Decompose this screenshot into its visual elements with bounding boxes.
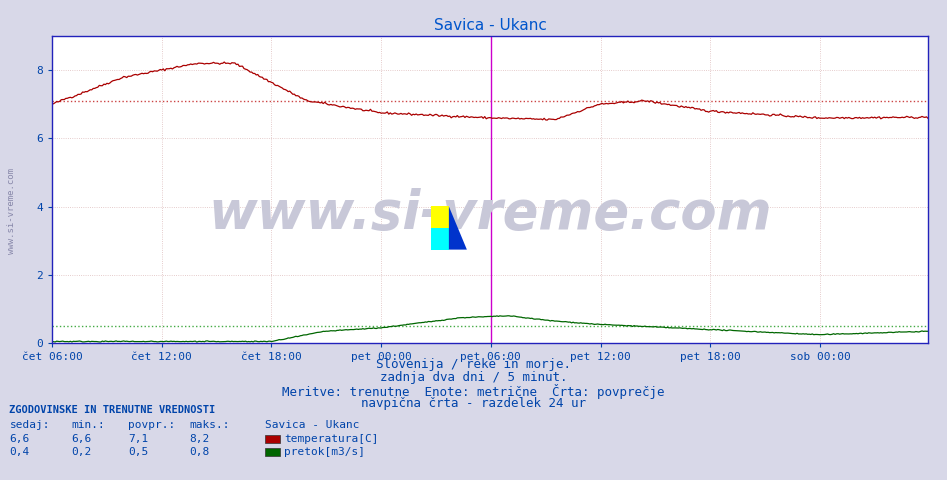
Text: zadnja dva dni / 5 minut.: zadnja dva dni / 5 minut. — [380, 371, 567, 384]
Text: maks.:: maks.: — [189, 420, 230, 430]
Bar — [431, 228, 449, 250]
Text: povpr.:: povpr.: — [128, 420, 175, 430]
Polygon shape — [449, 206, 467, 250]
Text: 7,1: 7,1 — [128, 433, 148, 444]
Text: www.si-vreme.com: www.si-vreme.com — [7, 168, 16, 254]
Title: Savica - Ukanc: Savica - Ukanc — [434, 18, 546, 34]
Text: 6,6: 6,6 — [71, 433, 91, 444]
Text: 0,4: 0,4 — [9, 447, 29, 457]
Text: 8,2: 8,2 — [189, 433, 209, 444]
Text: www.si-vreme.com: www.si-vreme.com — [208, 188, 772, 240]
Text: Slovenija / reke in morje.: Slovenija / reke in morje. — [376, 358, 571, 371]
Text: 0,5: 0,5 — [128, 447, 148, 457]
Text: Savica - Ukanc: Savica - Ukanc — [265, 420, 360, 430]
Text: 6,6: 6,6 — [9, 433, 29, 444]
Text: 0,2: 0,2 — [71, 447, 91, 457]
Text: sedaj:: sedaj: — [9, 420, 50, 430]
Text: temperatura[C]: temperatura[C] — [284, 433, 379, 444]
Text: 0,8: 0,8 — [189, 447, 209, 457]
Text: pretok[m3/s]: pretok[m3/s] — [284, 447, 366, 457]
Text: navpična črta - razdelek 24 ur: navpična črta - razdelek 24 ur — [361, 397, 586, 410]
Text: ZGODOVINSKE IN TRENUTNE VREDNOSTI: ZGODOVINSKE IN TRENUTNE VREDNOSTI — [9, 405, 216, 415]
Text: Meritve: trenutne  Enote: metrične  Črta: povprečje: Meritve: trenutne Enote: metrične Črta: … — [282, 384, 665, 399]
Text: min.:: min.: — [71, 420, 105, 430]
Bar — [431, 206, 449, 228]
